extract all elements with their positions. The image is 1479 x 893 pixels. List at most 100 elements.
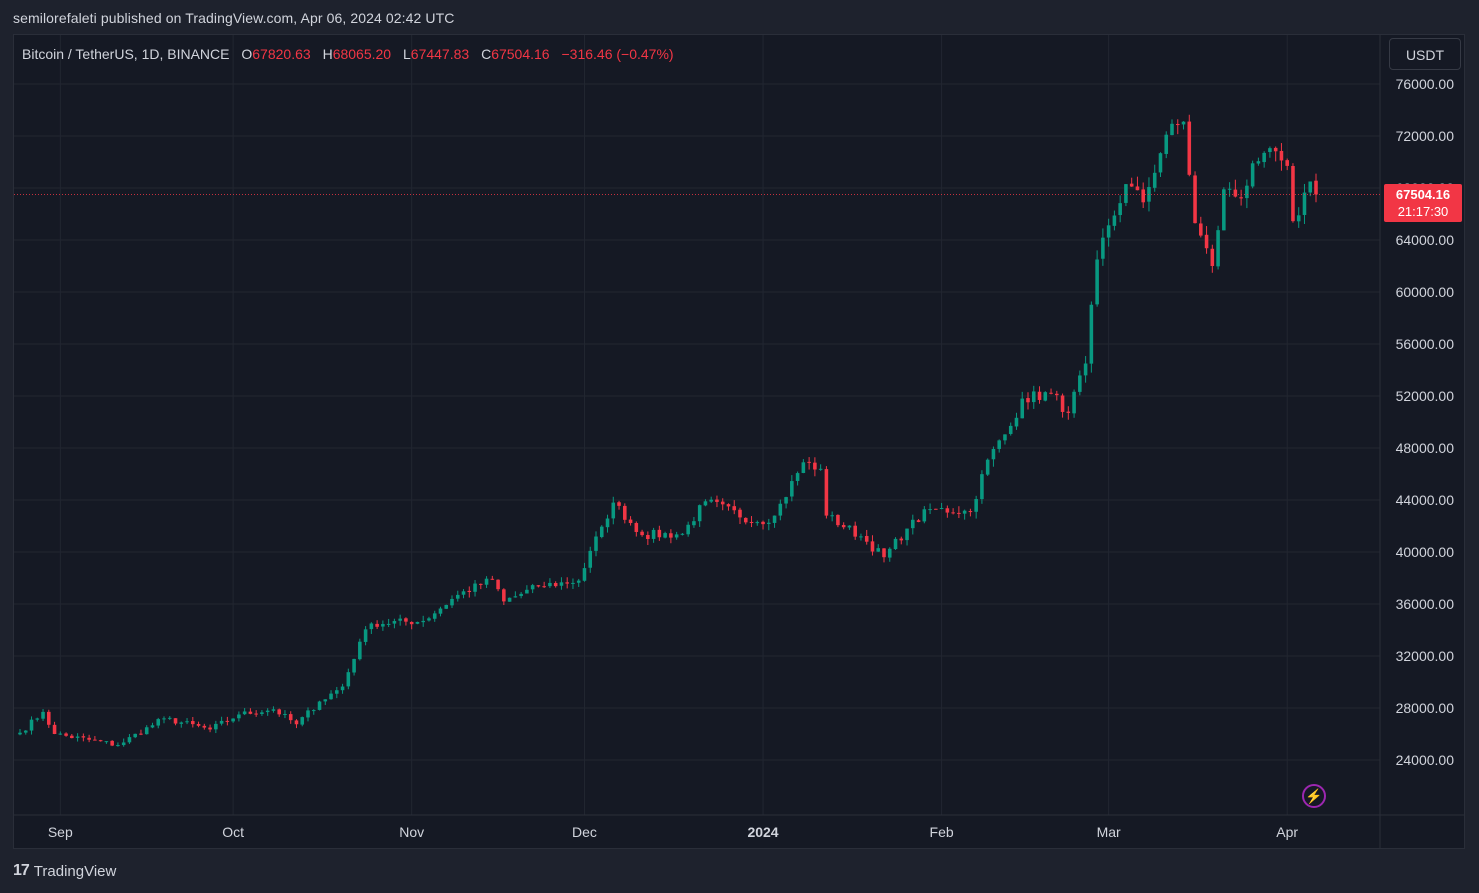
candle-body xyxy=(427,618,431,621)
candle-body xyxy=(81,736,86,738)
candle-body xyxy=(680,533,685,535)
candle-body xyxy=(697,505,702,522)
candle-body xyxy=(191,721,195,725)
candle-body xyxy=(945,508,950,513)
y-tick-label: 32000.00 xyxy=(1396,648,1455,664)
candle-body xyxy=(617,502,621,506)
candle-body xyxy=(1210,248,1215,266)
candle-body xyxy=(893,538,898,550)
candle-body xyxy=(657,529,662,538)
x-tick-label: Mar xyxy=(1097,824,1121,840)
candle-body xyxy=(911,519,915,529)
candle-body xyxy=(1037,391,1042,400)
candle-body xyxy=(634,523,639,532)
candle-body xyxy=(876,548,881,552)
candle-body xyxy=(599,526,604,538)
candle-body xyxy=(1089,304,1094,364)
candle-body xyxy=(1118,203,1122,216)
candle-body xyxy=(530,585,535,590)
candle-body xyxy=(692,521,696,526)
candle-body xyxy=(87,737,91,740)
chart-area[interactable] xyxy=(13,34,1465,849)
candle-body xyxy=(196,724,201,726)
open-value: 67820.63 xyxy=(252,46,311,62)
candle-body xyxy=(300,717,305,725)
candle-body xyxy=(870,541,875,552)
x-tick-label: Apr xyxy=(1276,824,1298,840)
candle-body xyxy=(254,713,258,715)
candle-body xyxy=(150,725,155,728)
candle-body xyxy=(1291,165,1295,222)
candle-body xyxy=(588,550,593,568)
brand-name: TradingView xyxy=(33,862,117,880)
candle-body xyxy=(409,621,414,625)
candle-body xyxy=(70,735,74,739)
high-label: H xyxy=(322,46,333,62)
bar-countdown: 21:17:30 xyxy=(1397,204,1449,219)
x-tick-label: Feb xyxy=(930,824,954,840)
candle-body xyxy=(104,741,109,743)
candle-body xyxy=(219,720,224,724)
candle-body xyxy=(335,690,339,694)
candle-body xyxy=(720,501,725,505)
candle-body xyxy=(121,742,126,746)
candle-body xyxy=(237,714,241,719)
close-value: 67504.16 xyxy=(491,46,550,62)
candle-body xyxy=(173,718,178,724)
candle-body xyxy=(709,499,713,502)
candle-body xyxy=(830,515,834,517)
candle-body xyxy=(916,520,921,522)
candle-body xyxy=(548,582,552,587)
candle-body xyxy=(559,582,564,586)
candle-body xyxy=(444,604,449,609)
candle-body xyxy=(139,733,143,735)
candle-body xyxy=(755,522,760,524)
candle-body xyxy=(905,528,909,541)
candle-body xyxy=(127,737,132,743)
candle-body xyxy=(18,732,22,735)
candle-body xyxy=(1245,185,1249,199)
candle-body xyxy=(847,525,852,528)
candle-body xyxy=(242,711,247,715)
candle-body xyxy=(1106,225,1111,238)
candle-body xyxy=(317,701,322,710)
symbol-title[interactable]: Bitcoin / TetherUS, 1D, BINANCE xyxy=(22,46,230,62)
candle-body xyxy=(962,510,967,514)
candle-body xyxy=(1043,392,1048,401)
candle-body xyxy=(582,568,587,581)
candle-body xyxy=(306,710,310,718)
candle-body xyxy=(715,499,719,502)
lightning-icon[interactable]: ⚡ xyxy=(1302,784,1326,808)
candle-body xyxy=(398,618,402,621)
tradingview-logo[interactable]: 17 TradingView xyxy=(13,862,116,880)
candle-body xyxy=(934,508,938,510)
candle-body xyxy=(686,524,690,535)
currency-button[interactable]: USDT xyxy=(1389,38,1461,70)
candle-body xyxy=(490,578,495,580)
candle-body xyxy=(1008,425,1013,434)
candle-body xyxy=(1279,150,1284,161)
candle-body xyxy=(605,518,610,528)
candle-body xyxy=(997,440,1001,449)
candle-body xyxy=(778,503,783,516)
candle-body xyxy=(93,739,97,741)
candle-body xyxy=(807,461,811,463)
candle-body xyxy=(58,733,63,735)
candle-body xyxy=(1302,192,1307,215)
candle-body xyxy=(455,594,460,599)
candle-body xyxy=(732,506,737,511)
candle-body xyxy=(571,582,575,584)
candle-body xyxy=(1308,181,1313,193)
y-tick-label: 52000.00 xyxy=(1396,388,1455,404)
candle-body xyxy=(110,740,114,746)
candle-body xyxy=(375,623,379,627)
candle-body xyxy=(1003,434,1007,441)
published-by-line: semilorefaleti published on TradingView.… xyxy=(13,10,455,26)
candle-body xyxy=(887,548,892,558)
candle-body xyxy=(1078,375,1082,392)
candle-body xyxy=(64,733,68,736)
candle-body xyxy=(813,462,817,470)
candle-body xyxy=(381,624,385,627)
candle-body xyxy=(1250,163,1255,187)
